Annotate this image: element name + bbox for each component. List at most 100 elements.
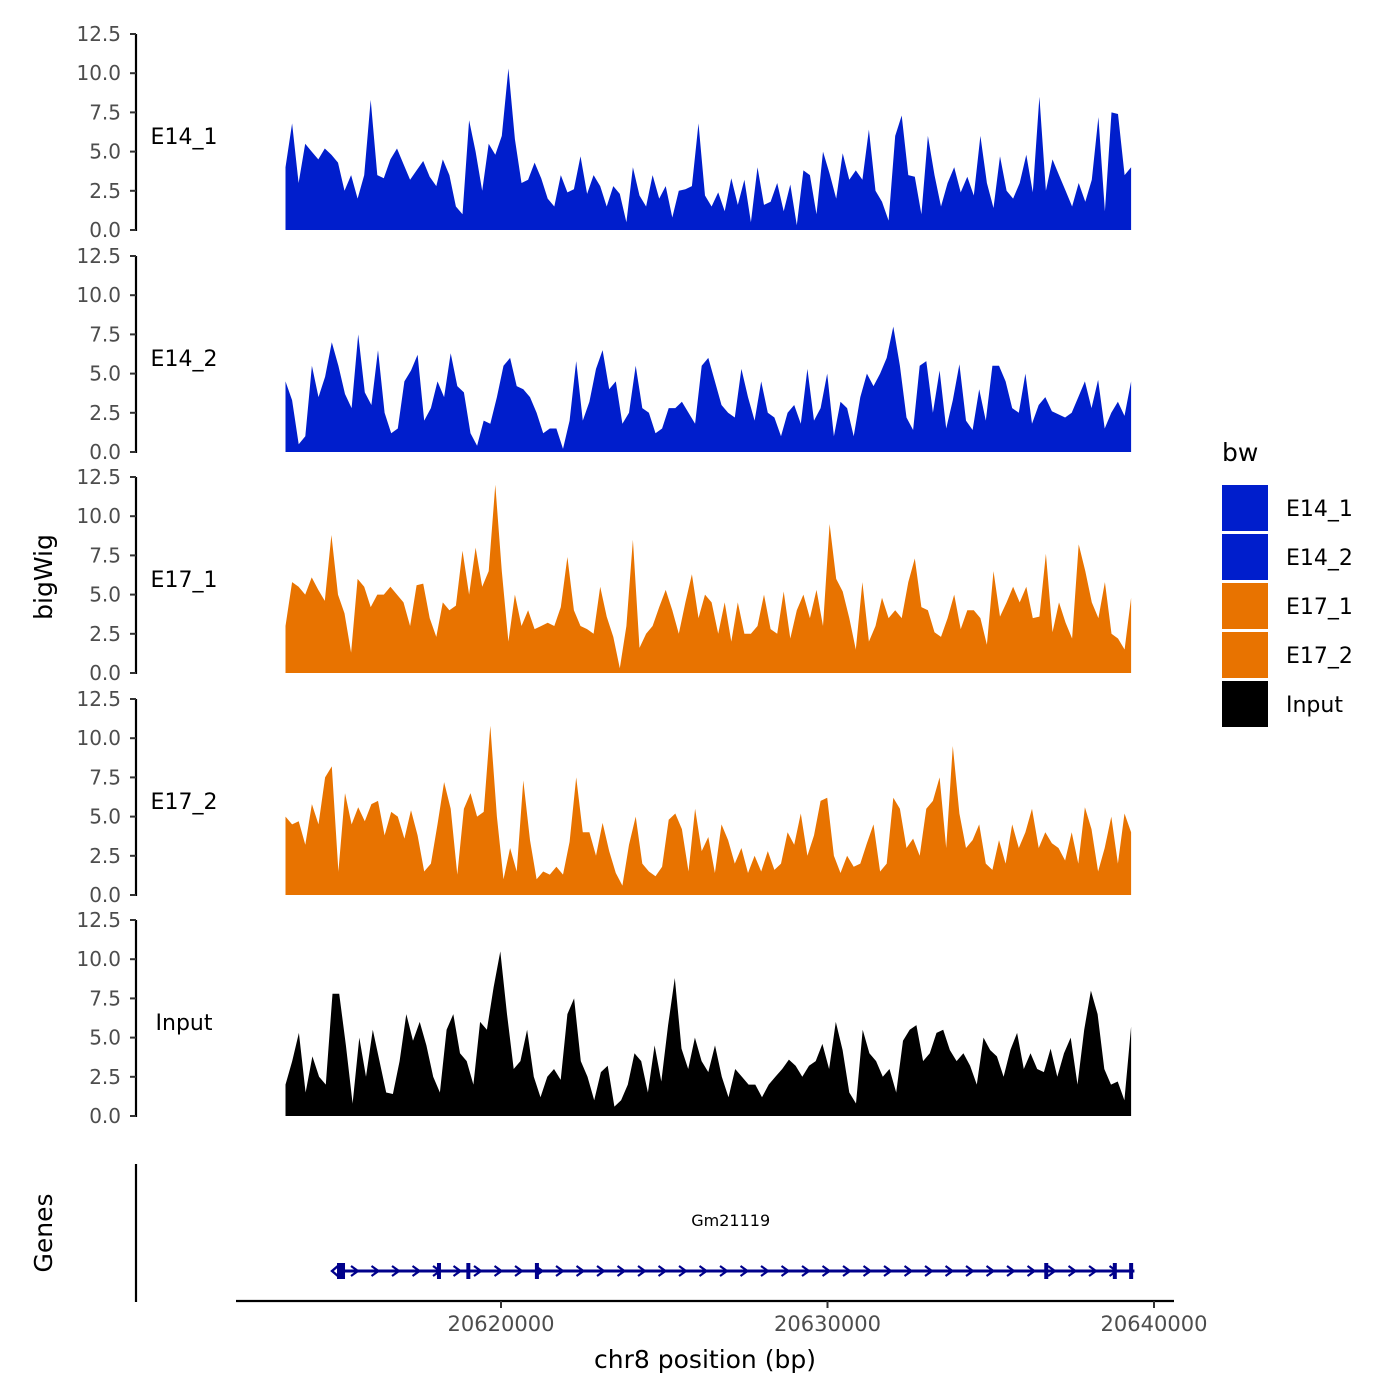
area-input [285,951,1132,1116]
y-tick-label: 12.5 [76,244,121,268]
legend-title: bw [1222,438,1258,467]
area-e14-2 [285,326,1132,452]
track-label: E17_2 [151,790,218,815]
y-tick-label: 10.0 [76,61,121,85]
strand-arrow [411,1265,422,1277]
strand-arrow [616,1265,627,1277]
legend-swatch [1222,583,1268,629]
legend-swatch [1222,681,1268,727]
legend-swatch [1222,632,1268,678]
y-tick-label: 0.0 [89,661,121,685]
y-tick-label: 5.0 [89,140,121,164]
x-ticks: 20620000 20630000 20640000 [448,1301,1208,1336]
x-tick-label: 20640000 [1101,1312,1208,1336]
strand-arrow [842,1265,852,1277]
strand-arrow [1067,1265,1078,1277]
strand-arrow [821,1265,832,1277]
area-e17-1 [285,484,1132,673]
gene-layer: Gm21119 [330,1211,1135,1279]
strand-arrow [719,1265,729,1277]
strand-arrow [944,1265,955,1277]
y-tick-label: 12.5 [76,465,121,489]
strand-arrow [924,1265,934,1277]
legend-swatch [1222,534,1268,580]
y-tick-label: 12.5 [76,687,121,711]
strand-arrow [555,1265,565,1277]
legend-items: E14_1 E14_2 E17_1 E17_2 Input [1222,485,1353,727]
legend-label: E14_2 [1286,546,1353,571]
y-tick-label: 10.0 [76,283,121,307]
y-tick-label: 7.5 [89,765,121,789]
panel-e17-1: 0.0 2.5 5.0 7.5 10.0 12.5 E17_1 [76,465,1132,685]
y-tick-label: 0.0 [89,218,121,242]
strand-arrow [1026,1265,1037,1277]
area-e17-2 [285,725,1132,895]
exon [1044,1263,1049,1279]
y-tick-label: 5.0 [89,1026,121,1050]
strand-arrow [985,1265,996,1277]
gene-name-label: Gm21119 [691,1211,770,1230]
panel-e14-2: 0.0 2.5 5.0 7.5 10.0 12.5 E14_2 [76,244,1132,464]
track-label: E14_1 [151,125,218,150]
strand-arrow [965,1265,975,1277]
strand-arrow [1088,1265,1098,1277]
strand-arrow [657,1265,668,1277]
legend-swatch [1222,485,1268,531]
y-tick-label: 2.5 [89,401,121,425]
y-tick-label: 7.5 [89,986,121,1010]
y-tick-label: 7.5 [89,100,121,124]
y-tick-label: 0.0 [89,1104,121,1128]
legend-label: E17_1 [1286,595,1353,620]
legend: bw E14_1 E14_2 E17_1 E17_2 Input [1222,438,1353,727]
exon [1112,1263,1117,1279]
strand-arrow [575,1265,586,1277]
strand-arrow [637,1265,647,1277]
y-tick-label: 5.0 [89,805,121,829]
exon [1129,1263,1134,1279]
y-tick-label: 2.5 [89,622,121,646]
strand-arrow [596,1265,606,1277]
y-tick-label: 12.5 [76,22,121,46]
strand-arrow [1006,1265,1016,1277]
y-axis-title: bigWig [29,534,58,620]
strand-arrow [370,1265,381,1277]
strand-arrow [883,1265,893,1277]
bigwig-panels: 0.0 2.5 5.0 7.5 10.0 12.5 E14_1 0.0 2.5 5.0 7.5 10.… [76,22,1132,1128]
genes-axis-title: Genes [29,1193,58,1272]
y-tick-label: 7.5 [89,322,121,346]
strand-arrow [391,1265,401,1277]
strand-arrow [698,1265,709,1277]
strand-arrow [903,1265,914,1277]
strand-arrow [739,1265,750,1277]
strand-arrow [514,1265,524,1277]
exon [466,1263,471,1279]
y-tick-label: 10.0 [76,726,121,750]
x-axis: 20620000 20630000 20640000 chr8 position (… [236,1299,1208,1374]
y-tick-label: 10.0 [76,947,121,971]
track-label: E17_1 [151,568,218,593]
gene-start-marker [330,1264,340,1278]
legend-label: E14_1 [1286,497,1353,522]
y-tick-label: 2.5 [89,844,121,868]
strand-arrow [493,1265,504,1277]
strand-arrow [473,1265,483,1277]
x-tick-label: 20620000 [448,1312,555,1336]
panel-e17-2: 0.0 2.5 5.0 7.5 10.0 12.5 E17_2 [76,687,1132,907]
x-tick-label: 20630000 [774,1312,881,1336]
y-tick-label: 2.5 [89,179,121,203]
strand-arrow [862,1265,873,1277]
y-tick-label: 10.0 [76,504,121,528]
y-tick-label: 5.0 [89,362,121,386]
strand-arrow [801,1265,811,1277]
strand-arrow [452,1265,463,1277]
legend-label: E17_2 [1286,644,1353,669]
legend-label: Input [1286,693,1343,718]
panel-e14-1: 0.0 2.5 5.0 7.5 10.0 12.5 E14_1 [76,22,1132,242]
area-e14-1 [285,68,1132,230]
exon [534,1263,539,1279]
y-tick-label: 0.0 [89,440,121,464]
strand-arrow [678,1265,688,1277]
strand-arrow [780,1265,791,1277]
strand-arrow [350,1265,360,1277]
